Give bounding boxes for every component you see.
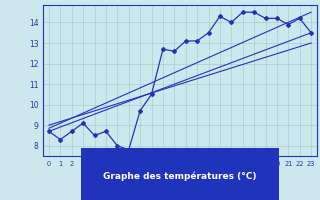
X-axis label: Graphe des températures (°C): Graphe des températures (°C) xyxy=(103,171,257,181)
